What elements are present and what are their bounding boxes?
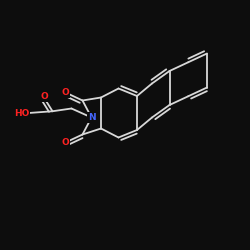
Text: HO: HO [14, 109, 30, 118]
Text: N: N [88, 113, 95, 122]
Text: O: O [62, 88, 70, 97]
Text: O: O [62, 138, 70, 147]
Text: O: O [40, 92, 48, 101]
